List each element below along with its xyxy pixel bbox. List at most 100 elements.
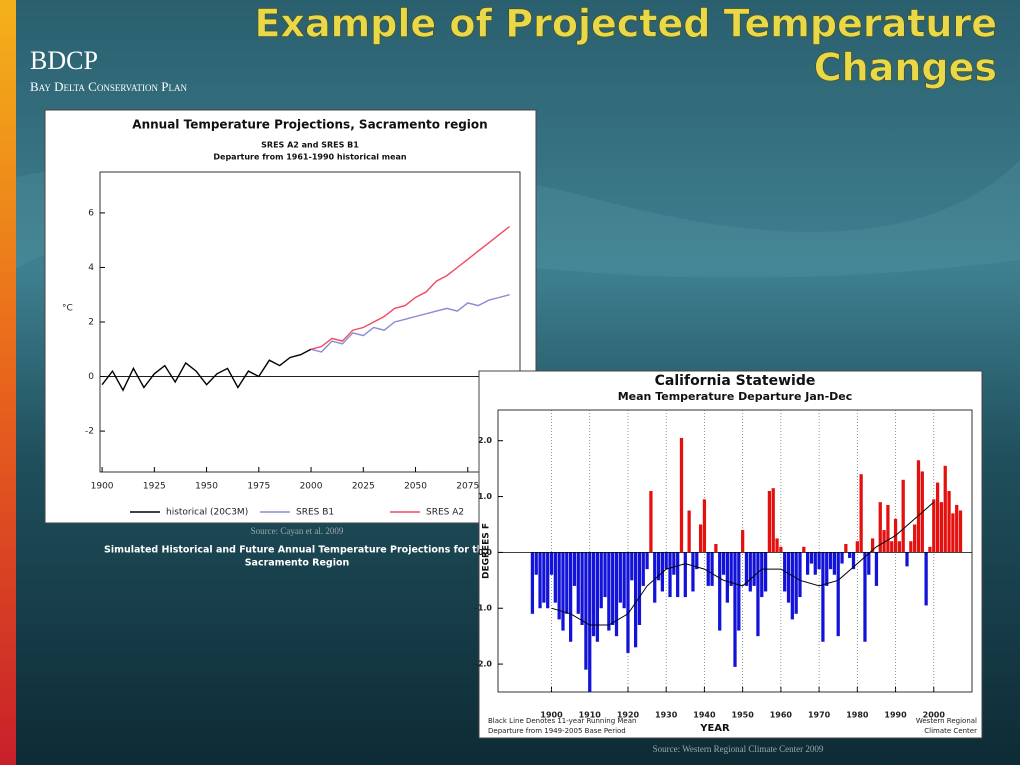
y-tick-label: 2 <box>88 318 94 328</box>
bar <box>549 552 554 575</box>
chart-subtitle: Mean Temperature Departure Jan-Dec <box>618 390 853 403</box>
bar <box>916 460 921 553</box>
x-tick-label: 2075 <box>456 482 479 492</box>
bar <box>806 552 810 575</box>
bar <box>599 552 603 609</box>
bar <box>572 552 577 586</box>
bar <box>928 546 932 553</box>
side-bar <box>0 0 16 765</box>
bar <box>859 474 863 553</box>
bar <box>844 544 848 553</box>
bar <box>905 552 909 567</box>
bar <box>886 504 890 553</box>
bar <box>702 499 707 553</box>
x-tick-label: 2000 <box>923 711 946 720</box>
bar <box>630 552 634 581</box>
y-tick-label: 0.0 <box>478 548 493 557</box>
note: Departure from 1949-2005 Base Period <box>488 727 626 735</box>
bar <box>546 552 550 609</box>
plot-area <box>497 409 973 693</box>
bar <box>714 544 718 553</box>
bar <box>534 552 538 575</box>
bar <box>553 552 557 603</box>
x-tick-label: 1950 <box>732 711 755 720</box>
bar <box>951 513 955 553</box>
bar <box>576 552 580 614</box>
series-line <box>310 294 510 353</box>
bar <box>958 510 963 553</box>
x-tick-label: 1900 <box>91 482 114 492</box>
y-tick-label: 2.0 <box>478 436 493 445</box>
caption: Simulated Historical and Future Annual T… <box>104 545 490 556</box>
bar <box>622 552 626 609</box>
bar <box>645 552 649 570</box>
note: Climate Center <box>924 727 977 735</box>
legend-label: SRES B1 <box>296 508 334 518</box>
bar <box>767 490 772 553</box>
chart-panel <box>44 109 537 524</box>
x-tick-label: 1970 <box>808 711 831 720</box>
x-tick-label: 1990 <box>884 711 907 720</box>
bar <box>584 552 588 670</box>
bar <box>855 541 859 553</box>
y-tick-label: 1.0 <box>478 492 493 501</box>
bar <box>897 541 901 553</box>
bar <box>779 546 783 553</box>
bar <box>649 490 653 553</box>
series-line <box>310 225 511 350</box>
bar <box>561 552 565 631</box>
bar <box>530 552 535 614</box>
bar <box>687 510 691 553</box>
bar <box>909 541 913 553</box>
bar <box>813 552 817 575</box>
bar <box>656 552 661 581</box>
bar <box>706 552 710 586</box>
bar <box>603 552 607 598</box>
x-tick-label: 1950 <box>195 482 218 492</box>
bar <box>679 437 684 553</box>
bar <box>637 552 642 625</box>
bar <box>633 552 638 648</box>
bar <box>611 552 615 625</box>
bar <box>618 552 622 603</box>
x-axis-label: YEAR <box>699 723 730 734</box>
bar <box>664 552 668 570</box>
y-tick-label: -1.0 <box>475 604 493 613</box>
bar <box>672 552 676 575</box>
bar <box>825 552 829 586</box>
bar <box>729 552 733 586</box>
bar <box>771 488 775 553</box>
bar <box>798 552 802 598</box>
bar <box>683 552 687 598</box>
bar <box>691 552 695 592</box>
bar <box>863 552 867 642</box>
bar <box>878 502 882 553</box>
bar <box>748 552 752 592</box>
bar <box>737 552 741 631</box>
source: Source: Western Regional Climate Center … <box>653 744 824 754</box>
bar <box>802 546 806 553</box>
bar <box>786 552 791 603</box>
legend-label: SRES A2 <box>426 508 464 518</box>
bar <box>725 552 729 603</box>
bar <box>890 541 894 553</box>
caption: Sacramento Region <box>245 558 350 569</box>
bar <box>733 552 737 667</box>
bar <box>913 524 917 553</box>
bar <box>668 552 672 598</box>
bar <box>924 552 928 606</box>
bar <box>565 552 569 614</box>
y-tick-label: -2 <box>85 427 94 437</box>
bar <box>935 482 940 553</box>
x-tick-label: 2000 <box>300 482 323 492</box>
bar <box>939 502 944 553</box>
x-tick-label: 1925 <box>143 482 166 492</box>
bar <box>676 552 680 598</box>
bar <box>821 552 825 642</box>
bar <box>932 499 936 553</box>
bar <box>607 552 611 631</box>
bar <box>775 538 779 553</box>
bar <box>832 552 837 575</box>
